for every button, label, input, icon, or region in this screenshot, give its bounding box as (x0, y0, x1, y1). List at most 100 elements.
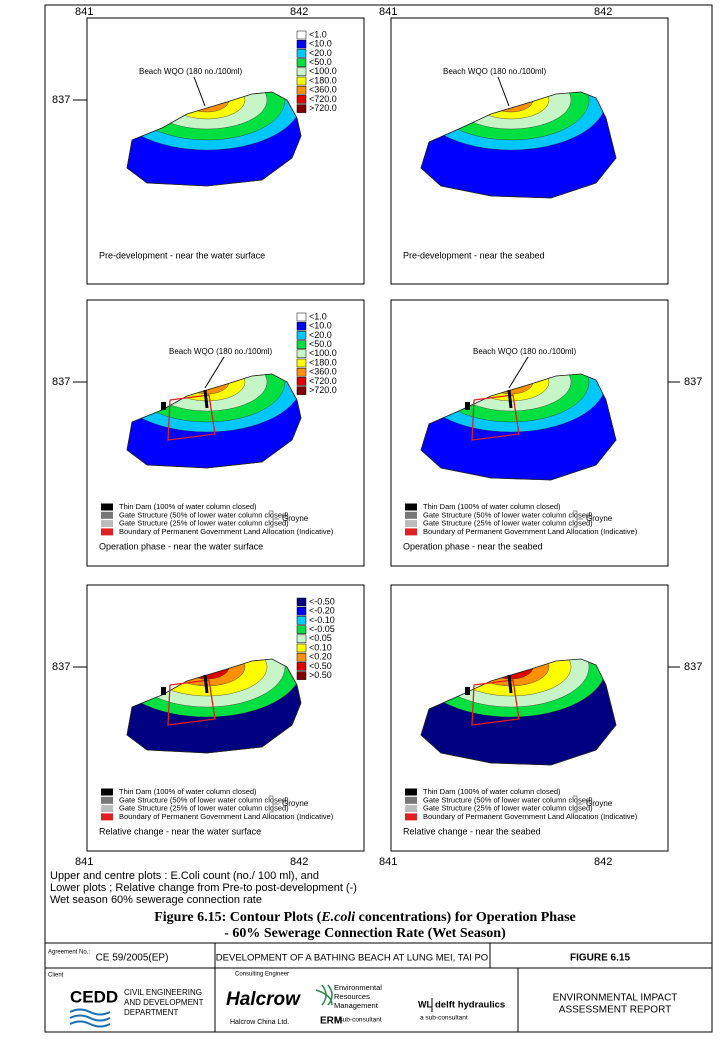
legend-label: <-0.05 (309, 624, 335, 634)
note: Wet season 60% sewerage connection rate (50, 894, 262, 906)
legend-label: <20.0 (309, 330, 332, 340)
legend-group: Groyne (282, 514, 309, 523)
legend-swatch (405, 520, 417, 528)
legend-label: Boundary of Permanent Government Land Al… (423, 812, 638, 821)
legend-swatch (101, 796, 113, 804)
grid-label: 837 (52, 661, 70, 673)
note: Lower plots ; Relative change from Pre-t… (50, 882, 357, 894)
legend-swatch (296, 349, 307, 359)
consultant-logo: Halcrow (226, 989, 301, 1010)
legend-group: Groyne (282, 799, 309, 808)
legend-swatch (296, 634, 307, 644)
panel-caption: Operation phase - near the seabed (403, 541, 543, 551)
legend-swatch (296, 606, 307, 616)
wl-logo: WL (418, 999, 432, 1009)
legend-swatch (296, 358, 307, 368)
legend-swatch (405, 511, 417, 519)
map-panel: Beach WQO (180 no./100ml)<1.0<10.0<20.0<… (86, 299, 365, 567)
legend-label: <20.0 (309, 48, 332, 58)
grid-label: 837 (52, 376, 70, 388)
legend-swatch (405, 796, 417, 804)
erm-role: a sub-consultant (334, 1017, 382, 1024)
legend-label: <50.0 (309, 339, 332, 349)
legend-label: Boundary of Permanent Government Land Al… (119, 812, 334, 821)
legend-label: <0.10 (309, 642, 332, 652)
legend-swatch (296, 76, 307, 86)
legend-label: >720.0 (309, 103, 337, 113)
grid-label: 841 (379, 6, 397, 18)
legend-brace (269, 795, 279, 813)
thin-dam (203, 674, 209, 694)
legend-swatch (296, 377, 307, 386)
grid-label: 837 (684, 376, 702, 388)
map-panel: Beach WQO (180 no./100ml)<1.0<10.0<20.0<… (86, 17, 365, 285)
figure-title: - 60% Sewerage Connection Rate (Wet Seas… (224, 926, 506, 941)
legend-swatch (296, 39, 307, 49)
thin-dam (203, 389, 209, 409)
legend-swatch (296, 340, 307, 349)
client-logo: CEDD (70, 987, 118, 1006)
panel-caption: Relative change - near the water surface (99, 826, 261, 836)
grid-label: 841 (75, 6, 93, 18)
legend-swatch (296, 386, 307, 395)
thin-dam (161, 402, 166, 410)
legend-label: Gate Structure (25% of lower water colum… (119, 519, 289, 528)
legend-swatch (296, 643, 307, 653)
legend-swatch (405, 805, 417, 813)
legend-label: Gate Structure (25% of lower water colum… (119, 804, 289, 813)
legend-label: Thin Dam (100% of water column closed) (423, 787, 561, 796)
legend-label: Thin Dam (100% of water column closed) (119, 502, 257, 511)
land-boundary (167, 679, 216, 726)
legend-label: <0.50 (309, 661, 332, 671)
legend-swatch (405, 788, 417, 796)
cedd-logo-waves (69, 1008, 111, 1028)
legend-label: <-0.50 (309, 596, 335, 606)
annotation: Beach WQO (180 no./100ml) (473, 347, 576, 356)
grid-label: 842 (290, 6, 308, 18)
panel-caption: Relative change - near the seabed (403, 826, 541, 836)
thin-dam (507, 389, 513, 409)
legend-swatch (296, 662, 307, 671)
thin-dam (465, 687, 470, 695)
legend-label: Boundary of Permanent Government Land Al… (119, 527, 334, 536)
legend-brace (269, 510, 279, 528)
legend-swatch (296, 321, 307, 331)
client-name: AND DEVELOPMENT (124, 998, 204, 1007)
legend-label: <1.0 (309, 311, 327, 321)
legend-label: <360.0 (309, 85, 337, 95)
panel-caption: Pre-development - near the water surface (99, 250, 265, 260)
legend-label: <100.0 (309, 66, 337, 76)
legend-label: <10.0 (309, 39, 332, 49)
annotation-leader (508, 356, 529, 389)
legend-swatch (296, 616, 307, 625)
legend-label: <100.0 (309, 348, 337, 358)
legend-swatch (296, 49, 307, 58)
legend-group: Groyne (586, 799, 613, 808)
legend-swatch (101, 528, 113, 536)
water-outline (420, 658, 617, 766)
annotation: Beach WQO (180 no./100ml) (443, 67, 546, 76)
legend-label: Gate Structure (50% of lower water colum… (119, 510, 289, 519)
wl-name: delft hydraulics (435, 1000, 505, 1011)
legend-swatch (101, 520, 113, 528)
figure-title-part: E.coli (320, 910, 355, 925)
legend-label: >0.50 (309, 670, 332, 680)
legend-label: <1.0 (309, 29, 327, 39)
legend-label: <0.20 (309, 652, 332, 662)
legend-swatch (101, 813, 113, 821)
water-outline (420, 91, 617, 199)
legend-swatch (296, 652, 307, 662)
land-boundary (471, 679, 520, 726)
panel-caption: Pre-development - near the seabed (403, 250, 545, 260)
legend-brace (573, 795, 583, 813)
legend-label: Thin Dam (100% of water column closed) (423, 502, 561, 511)
note: Upper and centre plots : E.Coli count (n… (50, 870, 319, 882)
legend-label: <10.0 (309, 321, 332, 331)
project-title: DEVELOPMENT OF A BATHING BEACH AT LUNG M… (216, 953, 488, 964)
legend-label: >720.0 (309, 385, 337, 395)
legend-label: Gate Structure (50% of lower water colum… (423, 510, 593, 519)
legend-swatch (296, 95, 307, 104)
figure-title-part: Figure 6.15: Contour Plots ( (154, 910, 321, 925)
legend-label: Gate Structure (50% of lower water colum… (423, 795, 593, 804)
figure-title: Figure 6.15: Contour Plots (E.coli conce… (154, 910, 576, 925)
